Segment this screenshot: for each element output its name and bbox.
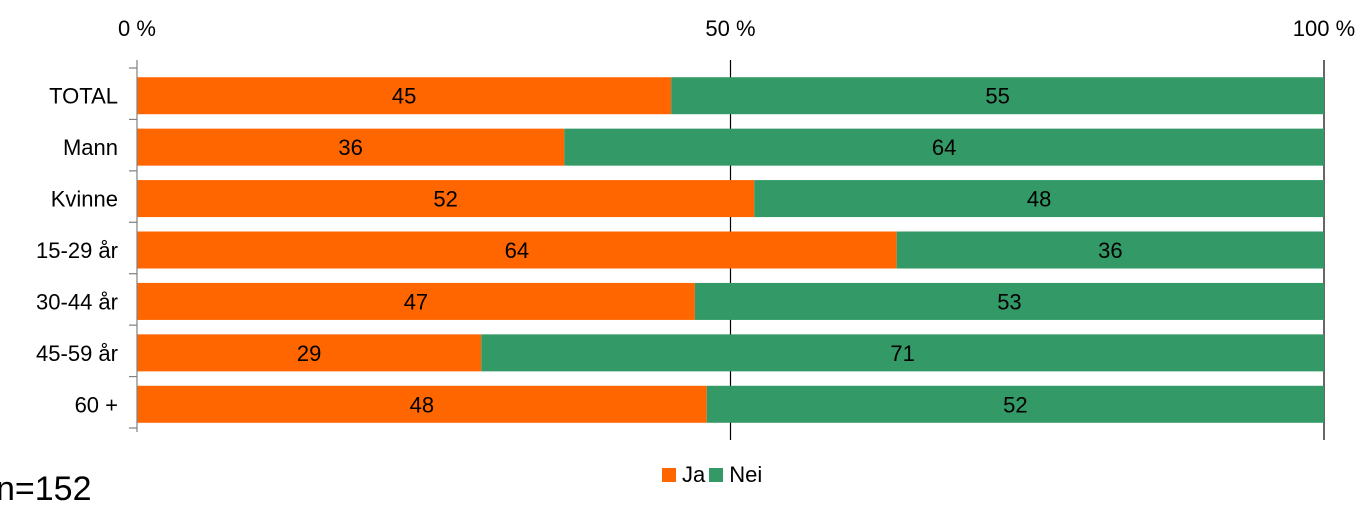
bar-ja	[137, 231, 897, 269]
data-label-nei: 53	[997, 289, 1021, 314]
category-label: 15-29 år	[36, 238, 118, 263]
category-label: Kvinne	[51, 187, 118, 212]
bar-nei	[564, 128, 1324, 166]
legend-item-ja: Ja	[662, 462, 705, 488]
bar-ja	[137, 77, 672, 115]
sample-size-note: n=152	[0, 470, 92, 508]
bar-ja	[137, 128, 565, 166]
data-label-nei: 55	[985, 84, 1009, 109]
bar-nei	[671, 77, 1324, 115]
bar-nei	[706, 385, 1324, 423]
legend-label-ja: Ja	[682, 462, 706, 487]
category-label: Mann	[63, 135, 118, 160]
data-label-nei: 52	[1003, 392, 1027, 417]
data-label-ja: 45	[392, 84, 416, 109]
legend-swatch-ja	[662, 468, 676, 482]
bar-nei	[896, 231, 1324, 269]
data-label-nei: 36	[1098, 238, 1122, 263]
x-tick-label: 0 %	[118, 16, 156, 41]
bar-ja	[137, 334, 482, 372]
y-axis: TOTAL Mann Kvinne 15-29 år 30-44 år 45-59 år 6…	[36, 60, 138, 432]
x-tick-label: 100 %	[1293, 16, 1355, 41]
bar-ja	[137, 385, 707, 423]
bar-ja	[137, 282, 695, 320]
data-label-nei: 64	[932, 135, 956, 160]
category-label: 45-59 år	[36, 341, 118, 366]
data-label-ja: 47	[404, 289, 428, 314]
data-label-ja: 64	[505, 238, 529, 263]
bar-nei	[754, 180, 1324, 218]
x-tick-label: 50 %	[705, 16, 755, 41]
legend-label-nei: Nei	[729, 462, 763, 487]
category-label: TOTAL	[49, 84, 118, 109]
bar-nei	[481, 334, 1325, 372]
data-label-ja: 36	[338, 135, 362, 160]
data-label-ja: 48	[410, 392, 434, 417]
legend-swatch-nei	[709, 468, 724, 482]
category-label: 30-44 år	[36, 289, 118, 314]
x-axis-ticks: 0 % 50 % 100 %	[118, 16, 1355, 41]
data-label-nei: 71	[890, 341, 914, 366]
category-label: 60 +	[75, 392, 118, 417]
data-label-ja: 52	[433, 187, 457, 212]
data-label-ja: 29	[297, 341, 321, 366]
legend-item-nei: Nei	[709, 462, 762, 488]
bars: 45 55 36 64 52 48 64 36 47 53 29 71 48 52	[137, 77, 1325, 423]
data-label-nei: 48	[1027, 187, 1051, 212]
stacked-bar-chart: 0 % 50 % 100 % 45 55 36 64 52 48 64 36 47 53 29 71 48 5…	[36, 16, 1355, 440]
legend: Ja Nei	[662, 462, 766, 488]
bar-nei	[694, 282, 1324, 320]
bar-ja	[137, 180, 755, 218]
